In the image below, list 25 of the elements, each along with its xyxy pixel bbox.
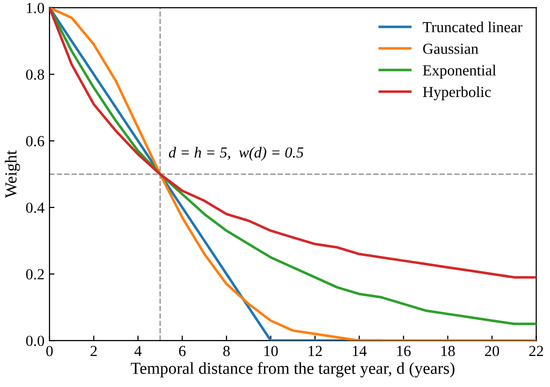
y-axis-title: Weight	[4, 150, 20, 198]
y-tick-label: 0.6	[26, 136, 44, 146]
x-tick-label: 22	[529, 346, 544, 356]
y-tick-label: 1.0	[26, 2, 44, 14]
y-tick-label: 0.2	[26, 269, 44, 280]
y-tick-label: 0.8	[26, 69, 44, 80]
y-tick-label: 0.4	[26, 202, 44, 213]
annotation: d = h = 5, w(d) = 0.5	[168, 146, 304, 161]
x-tick-label: 8	[223, 346, 230, 356]
legend-label: Exponential	[422, 64, 496, 79]
x-tick-label: 16	[397, 346, 411, 356]
x-axis-title: Temporal distance from the target year, d (years)	[130, 362, 454, 378]
x-tick-label: 6	[179, 346, 186, 356]
x-tick-label: 10	[264, 346, 278, 356]
x-tick-label: 4	[134, 346, 142, 356]
legend-label: Hyperbolic	[422, 86, 491, 100]
x-tick-label: 20	[485, 346, 500, 356]
x-tick-label: 0	[46, 346, 53, 356]
legend-label: Gaussian	[423, 44, 478, 54]
x-tick-label: 2	[90, 346, 97, 356]
y-tick-label: 0.0	[26, 336, 44, 346]
x-tick-label: 14	[352, 346, 367, 356]
x-tick-label: 12	[308, 346, 322, 356]
x-tick-label: 18	[441, 346, 455, 356]
legend-label: Truncated linear	[422, 22, 522, 32]
